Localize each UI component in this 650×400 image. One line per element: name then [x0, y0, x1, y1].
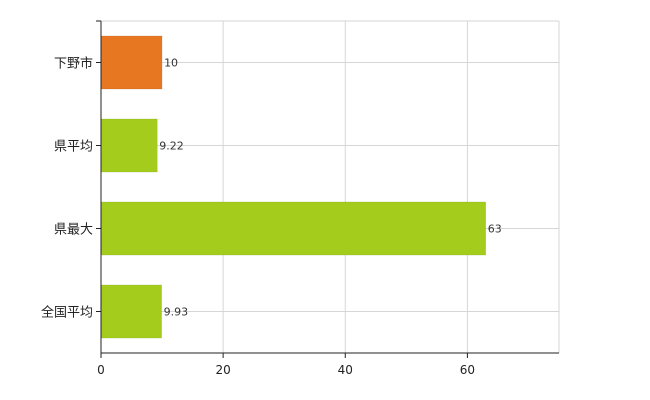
bar-4 — [100, 284, 162, 339]
category-label-2: 県平均 — [54, 140, 93, 155]
bar-3 — [100, 201, 486, 256]
labels: 10 下野市 9.22 県平均 63 県最大 9.93 全国平均 0 20 40 60 — [41, 56, 502, 378]
bars — [100, 35, 486, 339]
x-tick-label: 0 — [97, 363, 105, 377]
bar-1 — [100, 35, 163, 90]
data-label-4: 9.93 — [164, 306, 189, 319]
grid-lines — [101, 20, 560, 353]
x-tick-label: 40 — [338, 363, 353, 377]
data-label-1: 10 — [164, 57, 178, 70]
x-tick-label: 20 — [215, 363, 230, 377]
data-label-2: 9.22 — [159, 140, 184, 153]
axes — [96, 20, 559, 358]
category-label-3: 県最大 — [54, 223, 93, 238]
category-label-4: 全国平均 — [41, 305, 93, 321]
data-label-3: 63 — [488, 223, 502, 236]
category-label-1: 下野市 — [54, 56, 93, 72]
x-tick-label: 60 — [460, 363, 475, 377]
bar-2 — [100, 118, 158, 173]
